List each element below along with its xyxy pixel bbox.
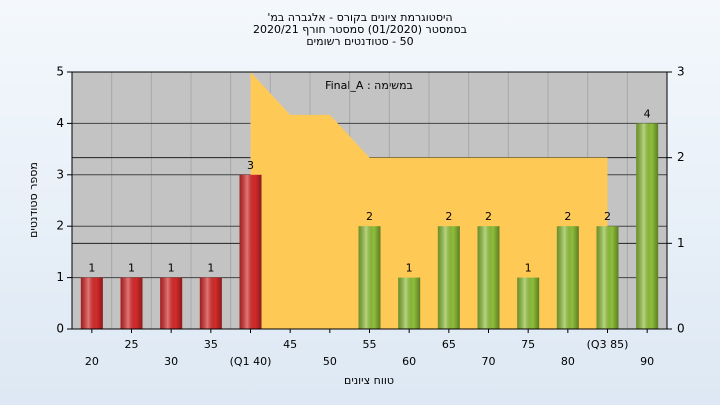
data-label: 1 — [406, 262, 413, 275]
x-axis-label: טווח ציונים — [344, 374, 394, 387]
data-label: 2 — [564, 210, 571, 223]
bar-shade — [398, 277, 421, 329]
y-axis-label: מספר סטודנטים — [27, 162, 40, 238]
x-tick-label: 50 — [323, 355, 337, 368]
data-label: 2 — [485, 210, 492, 223]
chart-subtitle: 50 - סטודנטים רשומים — [306, 35, 413, 48]
x-tick-label: 20 — [85, 355, 99, 368]
y-tick-label: 2 — [56, 219, 64, 233]
x-tick-label: (Q1 40) — [230, 355, 272, 368]
bar-shade — [636, 123, 659, 330]
x-tick-label: 75 — [521, 338, 535, 351]
data-label: 1 — [207, 262, 214, 275]
x-tick-label: 80 — [561, 355, 575, 368]
y-tick-label: 0 — [56, 322, 64, 336]
area — [250, 72, 608, 329]
bar-shade — [596, 226, 619, 329]
bar-shade — [239, 174, 262, 329]
bar-shade — [120, 277, 143, 329]
y-tick-label: 1 — [56, 270, 64, 284]
data-label: 3 — [247, 159, 254, 172]
x-tick-label: 70 — [482, 355, 496, 368]
y-tick-label: 5 — [56, 65, 64, 79]
bar-shade — [80, 277, 103, 329]
bar-shade — [199, 277, 222, 329]
chart-subtitle: בסמסטר (01/2020) סמסטר חורף 2020/21 — [253, 23, 467, 36]
y2-tick-label: 0 — [677, 322, 685, 336]
data-label: 1 — [525, 262, 532, 275]
bar-shade — [517, 277, 540, 329]
y-tick-label: 3 — [56, 167, 64, 181]
data-label: 4 — [644, 107, 651, 120]
bar-shade — [358, 226, 381, 329]
x-tick-label: 65 — [442, 338, 456, 351]
data-label: 1 — [168, 262, 175, 275]
data-label: 2 — [366, 210, 373, 223]
x-tick-label: 35 — [204, 338, 218, 351]
data-label: 2 — [445, 210, 452, 223]
x-tick-label: 30 — [164, 355, 178, 368]
bar-shade — [477, 226, 500, 329]
bar-shade — [437, 226, 460, 329]
y2-tick-label: 3 — [677, 65, 685, 79]
y2-tick-label: 2 — [677, 150, 685, 164]
y-tick-label: 4 — [56, 116, 64, 130]
chart-title: היסטוגרמת ציונים בקורס - אלגברה במ' — [267, 11, 452, 24]
data-label: 1 — [88, 262, 95, 275]
bar-shade — [556, 226, 579, 329]
x-tick-label: 90 — [640, 355, 654, 368]
x-tick-label: (Q3 85) — [587, 338, 629, 351]
x-tick-label: 25 — [125, 338, 139, 351]
x-tick-label: 45 — [283, 338, 297, 351]
x-tick-label: 55 — [363, 338, 377, 351]
x-tick-label: 60 — [402, 355, 416, 368]
annotation: במשימה : Final_A — [325, 79, 413, 92]
bar-shade — [160, 277, 183, 329]
data-label: 1 — [128, 262, 135, 275]
data-label: 2 — [604, 210, 611, 223]
y2-tick-label: 1 — [677, 236, 685, 250]
